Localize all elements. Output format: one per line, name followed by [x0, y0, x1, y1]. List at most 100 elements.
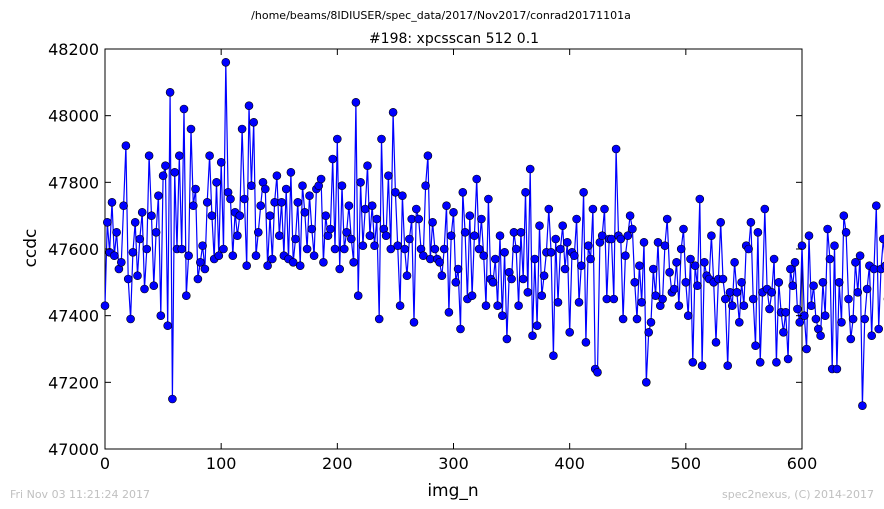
data-point	[321, 211, 331, 220]
data-point	[665, 267, 674, 277]
data-point	[558, 221, 568, 230]
data-point	[253, 228, 263, 237]
data-point	[834, 277, 844, 287]
data-point	[783, 354, 793, 364]
data-point	[581, 337, 591, 347]
data-point	[126, 314, 135, 324]
data-point	[765, 304, 774, 314]
data-point	[772, 357, 781, 367]
data-point	[502, 334, 512, 344]
data-point	[658, 294, 667, 304]
data-point	[428, 218, 437, 227]
data-point	[356, 178, 365, 187]
plot-frame	[104, 48, 803, 450]
data-point	[233, 231, 242, 240]
data-point	[630, 277, 640, 287]
data-point	[618, 314, 628, 324]
data-point	[100, 301, 110, 311]
data-point	[367, 201, 377, 210]
data-point	[818, 277, 828, 287]
data-point	[579, 188, 588, 197]
data-point	[646, 317, 656, 327]
data-point	[302, 244, 312, 254]
data-point	[648, 264, 658, 274]
data-point	[551, 234, 561, 244]
data-point	[170, 168, 179, 177]
data-point	[288, 257, 298, 267]
data-point	[755, 357, 765, 367]
data-point	[156, 311, 166, 321]
data-point	[693, 281, 702, 291]
data-point	[470, 231, 479, 240]
data-point	[565, 327, 575, 337]
data-point	[851, 257, 860, 267]
data-point	[860, 314, 870, 324]
data-point	[811, 314, 821, 324]
data-point	[767, 287, 777, 297]
data-point	[734, 317, 744, 327]
data-point	[295, 261, 305, 271]
data-point	[307, 224, 317, 234]
data-point	[711, 337, 721, 347]
data-point	[163, 321, 172, 331]
data-point	[316, 174, 326, 184]
data-point	[760, 204, 770, 214]
data-point	[189, 201, 198, 210]
data-point	[465, 211, 475, 220]
data-point	[676, 244, 686, 254]
data-point	[823, 224, 832, 234]
data-point	[446, 231, 456, 240]
data-point	[576, 261, 586, 271]
data-point	[256, 201, 266, 210]
data-point	[449, 208, 458, 217]
data-point	[411, 204, 421, 214]
x-tick-label: 300	[438, 454, 469, 473]
file-path-header: /home/beams/8IDIUSER/spec_data/2017/Nov2…	[251, 9, 631, 22]
y-tick-label: 47400	[48, 307, 99, 326]
data-point	[395, 301, 405, 311]
data-point	[488, 277, 498, 287]
data-point	[881, 261, 884, 270]
data-point	[405, 234, 414, 244]
data-point	[226, 194, 235, 204]
y-tick-label: 48000	[48, 107, 99, 126]
y-tick-label: 48200	[48, 40, 99, 59]
data-point	[175, 151, 184, 160]
data-point	[611, 144, 621, 154]
data-point	[816, 331, 825, 341]
data-point	[330, 244, 340, 254]
data-point	[221, 57, 231, 67]
data-point	[370, 241, 379, 250]
data-point	[628, 224, 637, 234]
plot-area: 0 100 200 300 400 500 600 47000 47200 47400 47600 4…	[48, 40, 884, 473]
data-point	[500, 248, 509, 257]
data-point	[690, 261, 700, 271]
data-point	[247, 181, 256, 190]
data-point	[560, 264, 570, 274]
data-point	[479, 251, 489, 260]
data-point	[386, 244, 396, 254]
data-point	[326, 224, 335, 234]
footer-timestamp: Fri Nov 03 11:21:24 2017	[10, 488, 150, 501]
data-point	[795, 317, 805, 327]
chart-title: #198: xpcsscan 512 0.1	[369, 31, 539, 47]
data-point	[309, 251, 319, 260]
data-point	[117, 257, 126, 267]
data-point	[695, 194, 705, 204]
data-point	[832, 364, 842, 374]
data-point	[879, 234, 884, 244]
data-point	[202, 198, 212, 207]
data-point	[335, 264, 345, 274]
data-point	[493, 301, 502, 311]
data-point	[862, 284, 872, 294]
data-point	[844, 294, 853, 304]
data-point	[414, 214, 424, 224]
data-point	[607, 234, 616, 244]
data-point	[328, 154, 338, 164]
data-point	[549, 351, 558, 361]
data-point	[769, 254, 779, 264]
data-point	[507, 274, 516, 284]
data-point	[683, 311, 693, 321]
data-point	[402, 271, 412, 281]
data-point	[342, 228, 351, 237]
